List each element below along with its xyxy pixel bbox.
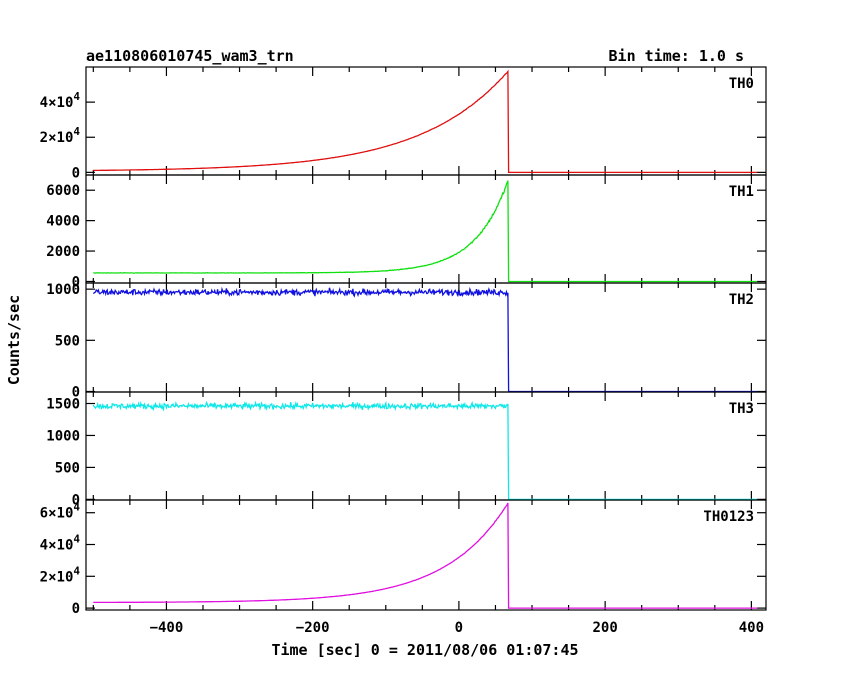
panels-group: 0 2×104 4×104 TH0 0 2000 4000 6000 TH1 0 500 1000 TH… [40,66,767,617]
y-tick-label: 2000 [46,244,80,260]
y-tick-label: 1000 [46,428,80,444]
series-line-th0 [93,69,758,174]
x-tick-label: −400 [150,620,184,636]
y-axis-label: Counts/sec [5,295,23,385]
y-tick-label: 0 [72,165,80,181]
x-tick-label: 0 [455,620,463,636]
series-line-th2 [92,286,758,393]
y-tick-label: 0 [72,492,80,508]
y-tick-label: 4×104 [40,533,81,554]
panel-th0: 0 2×104 4×104 TH0 [40,66,767,181]
series-line-th3 [92,400,758,501]
x-axis: −400 −200 0 200 400 [150,620,764,636]
y-tick-label: 4×104 [40,90,81,111]
chart-title: ae110806010745_wam3_trn [86,47,294,65]
y-tick-label: 0 [72,274,80,290]
panel-th2: 0 500 1000 TH2 [46,282,767,400]
y-tick-label: 0 [72,601,80,617]
panel-frame [85,174,767,284]
y-tick-label: 2×104 [40,564,81,585]
y-tick-label: 6000 [46,183,80,199]
x-tick-label: 400 [739,620,764,636]
panel-label-th3: TH3 [729,401,754,417]
panel-th3: 0 500 1000 1500 TH3 [46,391,767,508]
x-tick-label: 200 [592,620,617,636]
y-tick-label: 500 [55,333,80,349]
panel-label-th2: TH2 [729,292,754,308]
y-tick-label: 6×104 [40,501,81,522]
panel-frame [85,282,767,393]
panel-frame [85,499,767,611]
y-tick-label: 4000 [46,214,80,230]
x-axis-label: Time [sec] 0 = 2011/08/06 01:07:45 [271,641,578,659]
y-tick-label: 2×104 [40,125,81,146]
panel-label-th0: TH0 [729,76,754,92]
y-tick-label: 0 [72,384,80,400]
panel-frame [85,66,767,176]
series-line-th1 [93,180,758,283]
y-tick-label: 1500 [46,397,80,413]
x-tick-label: −200 [296,620,330,636]
bin-time-label: Bin time: 1.0 s [609,47,744,65]
panel-label-th0123: TH0123 [703,509,754,525]
y-tick-label: 500 [55,460,80,476]
panel-th1: 0 2000 4000 6000 TH1 [46,174,767,290]
series-line-th0123 [93,502,758,609]
panel-label-th1: TH1 [729,184,754,200]
panel-th0123: 0 2×104 4×104 6×104 TH0123 [40,499,767,617]
y-tick-label: 1000 [46,282,80,298]
